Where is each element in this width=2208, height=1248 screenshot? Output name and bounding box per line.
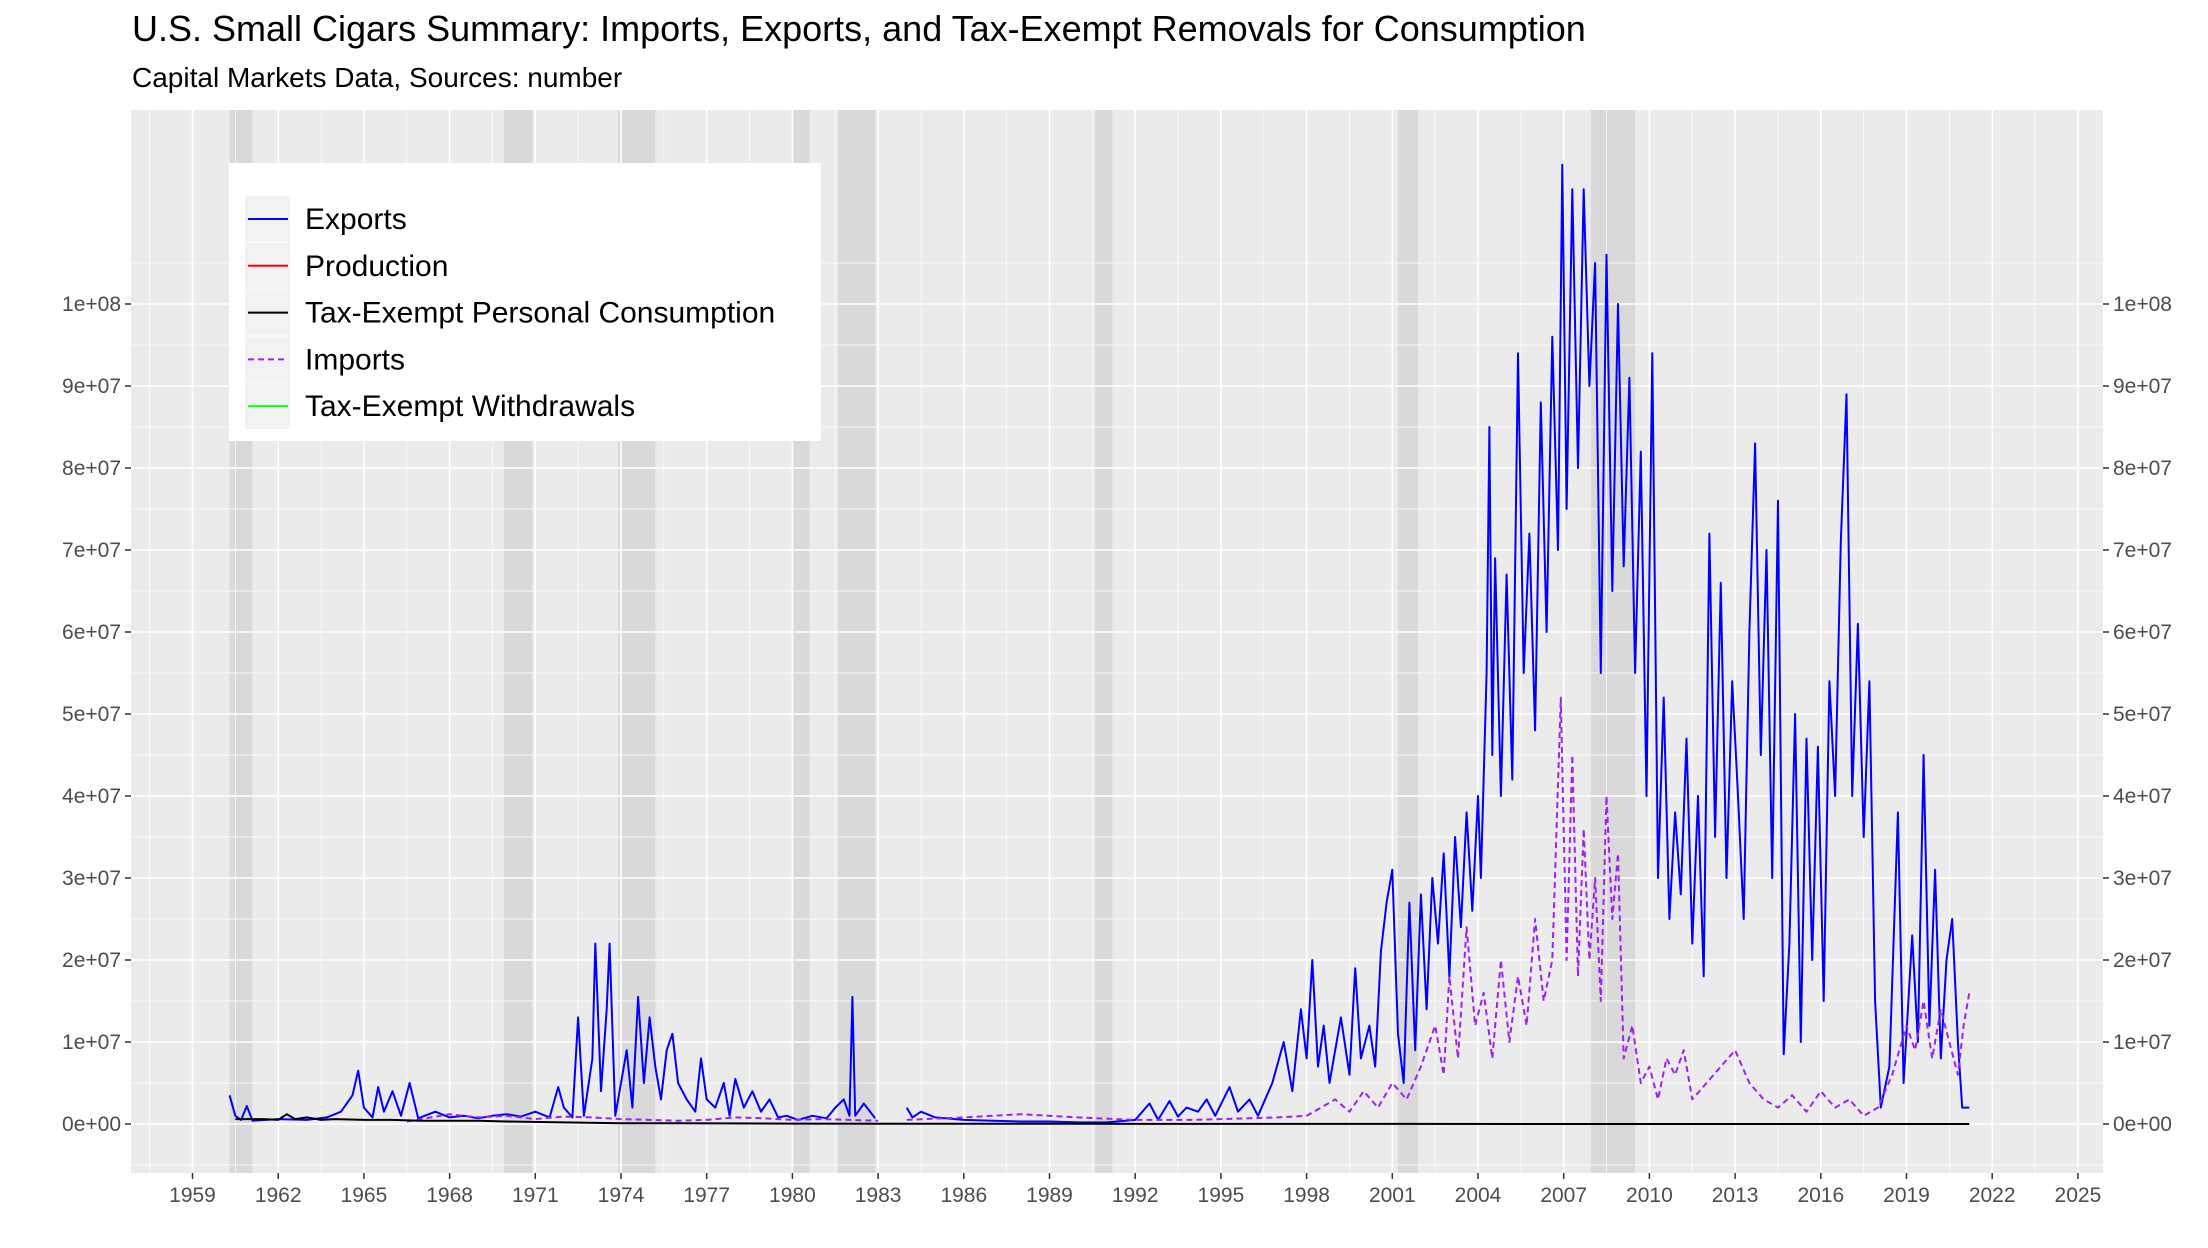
x-tick-label: 1980	[769, 1184, 816, 1207]
x-tick-label: 2022	[1969, 1184, 2016, 1207]
y-tick-label-right: 0e+00	[2113, 1113, 2172, 1136]
legend-box	[229, 163, 821, 441]
series-line-imports	[406, 696, 1971, 1123]
y-tick-label-right: 3e+07	[2113, 867, 2172, 890]
y-tick-label-left: 1e+07	[62, 1031, 121, 1054]
y-tick-label-right: 5e+07	[2113, 703, 2172, 726]
x-tick-label: 1971	[512, 1184, 559, 1207]
x-tick-label: 2013	[1712, 1184, 1759, 1207]
y-tick-label-right: 1e+07	[2113, 1031, 2172, 1054]
x-tick-label: 1965	[341, 1184, 388, 1207]
x-tick-label: 1962	[255, 1184, 302, 1207]
x-tick-label: 2001	[1369, 1184, 1416, 1207]
y-tick-label-right: 4e+07	[2113, 785, 2172, 808]
legend: Exports Production Tax-Exempt Personal Con…	[229, 163, 821, 441]
legend-label: Production	[305, 250, 448, 283]
y-tick-label-left: 0e+00	[62, 1113, 121, 1136]
series-line-exports	[228, 163, 1970, 1124]
x-tick-label: 1968	[426, 1184, 473, 1207]
x-tick-label: 1977	[683, 1184, 730, 1207]
axes: 0e+00 0e+00 1e+07 1e+07 2e+07 2e+07 3e+07 3e+07…	[62, 293, 2172, 1207]
y-tick-label-left: 3e+07	[62, 867, 121, 890]
recession-band	[1398, 110, 1419, 1173]
y-tick-label-left: 6e+07	[62, 621, 121, 644]
y-tick-label-right: 6e+07	[2113, 621, 2172, 644]
x-tick-label: 1995	[1198, 1184, 1245, 1207]
y-tick-label-left: 9e+07	[62, 375, 121, 398]
y-tick-label-left: 8e+07	[62, 457, 121, 480]
x-tick-label: 1986	[940, 1184, 987, 1207]
y-tick-label-right: 2e+07	[2113, 949, 2172, 972]
y-tick-label-left: 1e+08	[62, 293, 121, 316]
recession-band	[1590, 110, 1636, 1173]
x-tick-label: 2019	[1883, 1184, 1930, 1207]
y-tick-label-left: 4e+07	[62, 785, 121, 808]
x-tick-label: 2016	[1797, 1184, 1844, 1207]
recession-band	[1095, 110, 1113, 1173]
x-tick-label: 2025	[2055, 1184, 2102, 1207]
y-tick-label-left: 7e+07	[62, 539, 121, 562]
x-tick-label: 1998	[1283, 1184, 1330, 1207]
y-tick-label-right: 9e+07	[2113, 375, 2172, 398]
y-tick-label-left: 5e+07	[62, 703, 121, 726]
x-tick-label: 1992	[1112, 1184, 1159, 1207]
y-tick-label-right: 8e+07	[2113, 457, 2172, 480]
x-tick-label: 1959	[169, 1184, 216, 1207]
x-tick-label: 2007	[1540, 1184, 1587, 1207]
x-tick-label: 2010	[1626, 1184, 1673, 1207]
y-tick-label-right: 7e+07	[2113, 539, 2172, 562]
recession-band	[838, 110, 876, 1173]
series-layer	[228, 163, 1971, 1125]
y-tick-label-right: 1e+08	[2113, 293, 2172, 316]
legend-label: Tax-Exempt Withdrawals	[305, 390, 635, 423]
chart-subtitle: Capital Markets Data, Sources: number	[132, 62, 623, 93]
x-tick-label: 1983	[855, 1184, 902, 1207]
y-tick-label-left: 2e+07	[62, 949, 121, 972]
x-tick-label: 1989	[1026, 1184, 1073, 1207]
legend-label: Imports	[305, 343, 405, 376]
legend-label: Tax-Exempt Personal Consumption	[305, 297, 775, 330]
chart-title: U.S. Small Cigars Summary: Imports, Expo…	[132, 8, 1586, 49]
series-line-tax-exempt-personal-consumption	[235, 1113, 1970, 1125]
x-tick-label: 1974	[598, 1184, 645, 1207]
x-tick-label: 2004	[1455, 1184, 1502, 1207]
legend-label: Exports	[305, 203, 407, 236]
